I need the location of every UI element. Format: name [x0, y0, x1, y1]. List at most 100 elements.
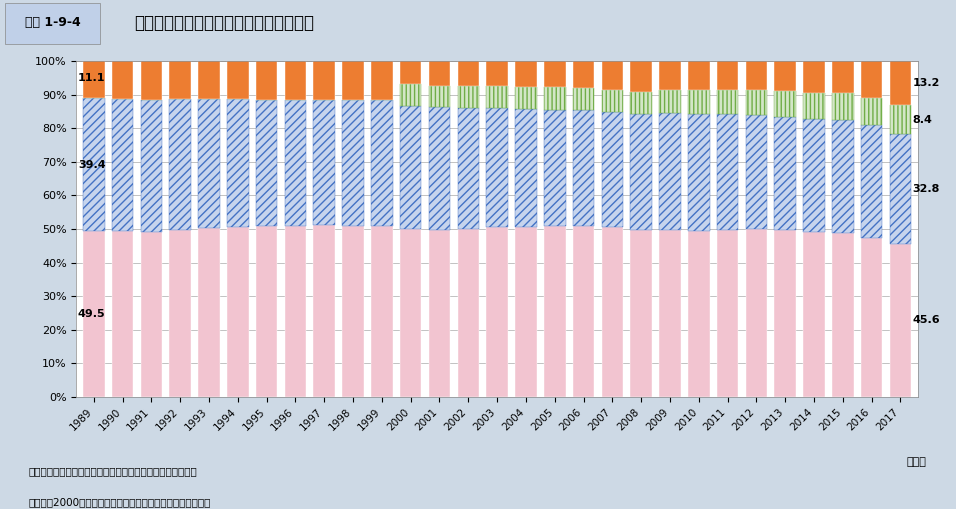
Bar [774, 117, 796, 230]
Bar [314, 225, 335, 397]
Bar [342, 100, 364, 225]
Bar [169, 99, 191, 230]
Text: 45.6: 45.6 [913, 316, 940, 325]
Bar [803, 119, 825, 232]
Bar [660, 61, 681, 90]
Bar [515, 227, 536, 397]
FancyBboxPatch shape [5, 3, 100, 44]
Bar [141, 61, 163, 100]
Bar [860, 125, 882, 238]
Bar [746, 61, 768, 90]
Bar [400, 230, 422, 397]
Bar [515, 87, 536, 109]
Bar [487, 86, 508, 108]
Bar [458, 229, 479, 397]
Bar [487, 228, 508, 397]
Bar [428, 86, 450, 107]
Bar [544, 61, 566, 87]
Bar [774, 91, 796, 117]
Bar [860, 238, 882, 397]
Bar [860, 98, 882, 125]
Bar [198, 228, 220, 397]
Bar [371, 227, 393, 397]
Bar [487, 108, 508, 228]
Bar [688, 114, 709, 231]
Bar [746, 229, 768, 397]
Bar [890, 134, 911, 244]
Bar [141, 100, 163, 232]
Bar [112, 99, 134, 231]
Bar [198, 99, 220, 228]
Bar [717, 90, 738, 114]
Bar [660, 231, 681, 397]
Bar [688, 90, 709, 114]
Bar [832, 93, 854, 120]
Bar [774, 91, 796, 117]
Bar [458, 108, 479, 229]
Bar [342, 225, 364, 397]
Bar [717, 114, 738, 230]
Bar [141, 100, 163, 232]
Text: （注）　2000年以降の「福祉その他」は介護を除いたもの。: （注） 2000年以降の「福祉その他」は介護を除いたもの。 [29, 497, 211, 507]
Bar [198, 61, 220, 99]
Bar [774, 230, 796, 397]
Bar [544, 87, 566, 110]
Bar [371, 100, 393, 227]
Bar [746, 90, 768, 115]
Bar [112, 99, 134, 231]
Bar [227, 228, 249, 397]
Text: 32.8: 32.8 [913, 184, 940, 194]
Bar [890, 61, 911, 105]
Bar [601, 228, 623, 397]
Bar [400, 84, 422, 106]
Bar [169, 99, 191, 230]
Bar [256, 100, 277, 225]
Bar [112, 231, 134, 397]
Bar [630, 92, 652, 115]
Bar [601, 112, 623, 228]
Bar [314, 100, 335, 225]
Bar [717, 90, 738, 114]
Bar [400, 106, 422, 230]
Bar [717, 114, 738, 230]
Bar [688, 114, 709, 231]
Text: 39.4: 39.4 [78, 159, 105, 169]
Bar [860, 125, 882, 238]
Bar [400, 106, 422, 230]
Bar [803, 232, 825, 397]
Bar [688, 61, 709, 90]
Bar [314, 100, 335, 225]
Bar [630, 230, 652, 397]
Bar [515, 61, 536, 87]
Bar [573, 61, 595, 88]
Bar [256, 61, 277, 100]
Bar [630, 92, 652, 115]
Bar [515, 109, 536, 227]
Bar [83, 98, 104, 231]
Bar [573, 225, 595, 397]
Bar [487, 108, 508, 228]
Bar [573, 110, 595, 225]
Bar [660, 90, 681, 113]
Bar [400, 84, 422, 106]
Bar [890, 105, 911, 134]
Bar [83, 231, 104, 397]
Text: 図表 1-9-4: 図表 1-9-4 [25, 16, 80, 30]
Bar [400, 61, 422, 84]
Bar [573, 88, 595, 110]
Bar [774, 117, 796, 230]
Text: 社会保障給付費の部門別構成割合の推移: 社会保障給付費の部門別構成割合の推移 [134, 14, 314, 32]
Bar [227, 99, 249, 228]
Bar [428, 107, 450, 230]
Bar [803, 93, 825, 119]
Bar [860, 61, 882, 98]
Bar [227, 99, 249, 228]
Bar [428, 86, 450, 107]
Bar [746, 115, 768, 229]
Bar [746, 90, 768, 115]
Bar [630, 115, 652, 230]
Bar [803, 119, 825, 232]
Bar [285, 100, 306, 225]
Bar [601, 112, 623, 228]
Bar [688, 90, 709, 114]
